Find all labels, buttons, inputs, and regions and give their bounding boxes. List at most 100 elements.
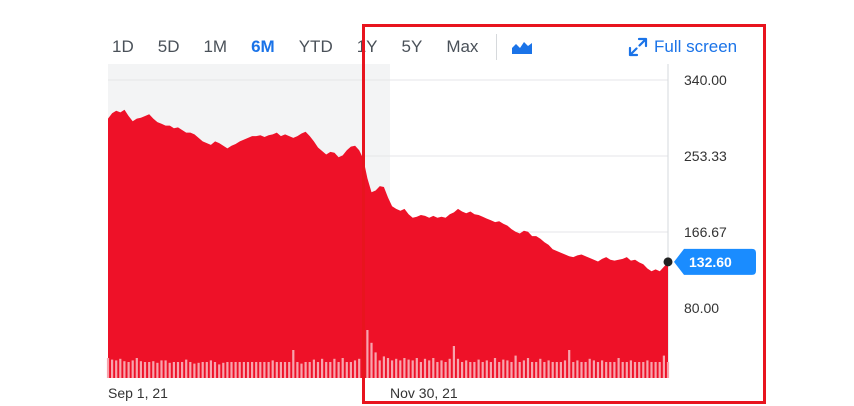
volume-bar — [440, 360, 443, 378]
toolbar-divider — [496, 34, 498, 60]
volume-bar — [403, 358, 406, 378]
volume-bar — [283, 362, 287, 378]
volume-bar — [234, 362, 237, 378]
range-button-1d[interactable]: 1D — [100, 37, 146, 57]
volume-bar — [621, 362, 624, 378]
volume-bar — [366, 330, 369, 378]
volume-bar — [465, 360, 468, 378]
volume-bar — [222, 362, 225, 378]
volume-bar — [341, 358, 344, 378]
volume-bar — [502, 359, 505, 378]
volume-bar — [436, 362, 439, 378]
current-price-label: 132.60 — [689, 254, 732, 270]
y-tick-label: 80.00 — [684, 300, 719, 316]
volume-bar — [407, 359, 410, 378]
volume-bar — [563, 360, 567, 378]
volume-bar — [148, 362, 151, 378]
volume-bar — [279, 362, 282, 378]
volume-bar — [127, 362, 130, 378]
volume-bar — [242, 362, 245, 378]
volume-bar — [489, 362, 492, 378]
volume-bar — [535, 362, 538, 378]
volume-bar — [399, 360, 402, 378]
volume-bar — [605, 362, 608, 378]
volume-bar — [209, 360, 212, 378]
range-button-ytd[interactable]: YTD — [287, 37, 345, 57]
volume-bar — [551, 362, 554, 378]
volume-bar — [308, 362, 311, 378]
volume-bar — [156, 362, 159, 378]
volume-bar — [139, 361, 142, 378]
volume-bar — [135, 358, 138, 378]
volume-bar — [181, 362, 184, 378]
fullscreen-label: Full screen — [654, 37, 738, 56]
volume-bar — [666, 362, 670, 378]
volume-bar — [271, 360, 274, 378]
range-button-max[interactable]: Max — [434, 37, 490, 57]
volume-bar — [123, 361, 126, 378]
volume-bar — [325, 362, 328, 378]
volume-bar — [444, 362, 447, 378]
volume-bar — [300, 363, 303, 378]
volume-bar — [201, 362, 204, 378]
volume-bar — [432, 358, 435, 378]
y-tick-label: 253.33 — [684, 148, 727, 164]
volume-bar — [555, 362, 558, 378]
range-selector: 1D 5D 1M 6M YTD 1Y 5Y Max — [100, 30, 539, 64]
volume-bar — [609, 362, 612, 378]
volume-bar — [638, 362, 641, 378]
volume-bar — [246, 362, 250, 378]
current-price-tag — [674, 248, 756, 275]
volume-bar — [189, 362, 192, 378]
current-price-dot — [663, 257, 673, 267]
volume-bar — [131, 360, 134, 378]
volume-bar — [226, 362, 229, 378]
volume-bar — [106, 358, 110, 378]
volume-bar — [477, 359, 480, 378]
volume-bar — [428, 360, 431, 378]
volume-bar — [588, 358, 591, 378]
volume-bar — [267, 362, 270, 378]
range-button-1m[interactable]: 1M — [191, 37, 239, 57]
volume-bar — [531, 362, 534, 378]
volume-bar — [292, 350, 295, 378]
expand-icon — [628, 37, 648, 57]
volume-bar — [176, 362, 180, 378]
volume-bar — [506, 360, 509, 378]
volume-bar — [193, 363, 196, 378]
volume-bar — [415, 358, 418, 378]
volume-bar — [304, 362, 307, 378]
price-area-series — [108, 109, 668, 379]
volume-bar — [625, 362, 628, 378]
volume-bar — [152, 361, 155, 378]
volume-bar — [230, 362, 233, 378]
volume-bar — [510, 362, 513, 378]
fullscreen-button[interactable]: Full screen — [628, 34, 737, 60]
volume-bar — [526, 358, 530, 378]
range-button-6m[interactable]: 6M — [239, 37, 287, 57]
volume-bar — [592, 360, 595, 378]
volume-bar — [160, 360, 163, 378]
volume-bar — [601, 360, 604, 378]
volume-bar — [296, 362, 299, 378]
volume-bar — [584, 362, 587, 378]
y-tick-label: 340.00 — [684, 72, 727, 88]
range-button-5d[interactable]: 5D — [146, 37, 192, 57]
chart-type-button[interactable] — [505, 34, 539, 60]
volume-bar — [559, 362, 562, 378]
range-button-5y[interactable]: 5Y — [390, 37, 435, 57]
volume-bar — [481, 362, 484, 378]
volume-bar — [312, 359, 315, 378]
volume-bar — [456, 358, 460, 378]
volume-bar — [485, 360, 488, 378]
volume-bar — [382, 356, 385, 378]
volume-bar — [543, 362, 546, 378]
volume-bar — [580, 362, 583, 378]
volume-bar — [662, 355, 665, 378]
volume-bar — [522, 360, 525, 378]
volume-bar — [461, 362, 464, 378]
volume-bar — [617, 358, 620, 378]
volume-bar — [514, 355, 517, 378]
range-button-1y[interactable]: 1Y — [345, 37, 390, 57]
